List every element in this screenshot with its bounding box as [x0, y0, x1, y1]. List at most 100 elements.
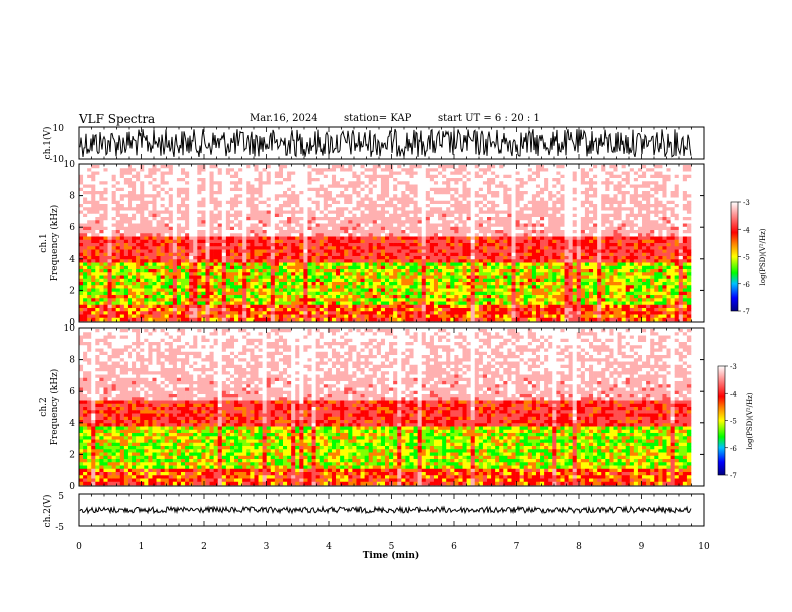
- spectrogram-cell: [115, 187, 121, 192]
- spectrogram-cell: [425, 298, 431, 302]
- spectrogram-cell: [229, 171, 235, 176]
- spectrogram-cell: [246, 304, 251, 309]
- spectrogram-cell: [140, 269, 145, 273]
- spectrogram-cell: [344, 285, 349, 289]
- spectrogram-cell: [107, 304, 112, 309]
- spectrogram-cell: [274, 236, 280, 241]
- spectrogram-cell: [156, 213, 161, 218]
- spectrogram-cell: [189, 168, 194, 172]
- spectrogram-cell: [433, 314, 439, 319]
- spectrogram-cell: [283, 311, 288, 315]
- spectrogram-cell: [160, 226, 165, 231]
- spectrogram-cell: [323, 220, 329, 224]
- spectrogram-cell: [221, 239, 227, 244]
- spectrogram-cell: [380, 285, 386, 289]
- spectrogram-cell: [401, 272, 406, 276]
- spectrogram-cell: [111, 298, 117, 302]
- spectrogram-cell: [450, 220, 455, 224]
- spectrogram-cell: [295, 217, 300, 221]
- spectrogram-cell: [409, 269, 414, 273]
- spectrogram-cell: [438, 236, 443, 241]
- spectrogram-cell: [368, 220, 374, 224]
- spectrogram-cell: [495, 262, 500, 267]
- spectrogram-cell: [482, 311, 488, 315]
- spectrogram-cell: [217, 187, 223, 192]
- spectrogram-cell: [111, 220, 117, 224]
- spectrogram-cell: [111, 236, 117, 241]
- spectrogram-cell: [152, 304, 157, 309]
- spectrogram-cell: [450, 269, 455, 273]
- spectrogram-cell: [209, 256, 214, 260]
- spectrogram-cell: [417, 233, 423, 237]
- spectrogram-cell: [482, 171, 488, 176]
- spectrogram-cell: [450, 194, 455, 198]
- spectrogram-cell: [380, 194, 386, 198]
- spectrogram-cell: [217, 317, 223, 322]
- spectrogram-cell: [172, 165, 178, 169]
- spectrogram-cell: [95, 187, 100, 192]
- spectrogram-cell: [327, 239, 333, 244]
- spectrogram-cell: [352, 252, 357, 257]
- spectrogram-cell: [221, 220, 227, 224]
- spectrogram-cell: [189, 220, 194, 224]
- spectrogram-cell: [156, 236, 161, 241]
- spectrogram-cell: [205, 197, 210, 202]
- spectrogram-cell: [466, 304, 471, 309]
- spectrogram-cell: [401, 233, 406, 237]
- spectrogram-cell: [156, 243, 161, 247]
- spectrogram-cell: [246, 210, 251, 215]
- spectrogram-cell: [181, 236, 186, 241]
- spectrogram-cell: [238, 184, 243, 189]
- spectrogram-cell: [385, 308, 390, 312]
- spectrogram-cell: [258, 298, 263, 302]
- spectrogram-cell: [209, 239, 214, 244]
- spectrogram-cell: [87, 291, 92, 296]
- spectrogram-cell: [168, 243, 174, 247]
- spectrogram-cell: [119, 252, 125, 257]
- spectrogram-cell: [107, 291, 112, 296]
- spectrogram-cell: [319, 298, 325, 302]
- spectrogram-cell: [229, 295, 235, 299]
- spectrogram-cell: [368, 165, 374, 169]
- spectrogram-cell: [303, 181, 308, 185]
- spectrogram-cell: [217, 165, 223, 169]
- spectrogram-cell: [446, 301, 451, 306]
- spectrogram-cell: [205, 217, 210, 221]
- spectrogram-cell: [389, 194, 394, 198]
- spectrogram-cell: [83, 317, 88, 322]
- spectrogram-cell: [433, 178, 439, 182]
- spectrogram-cell: [258, 181, 263, 185]
- spectrogram-cell: [291, 269, 296, 273]
- spectrogram-cell: [152, 233, 157, 237]
- spectrogram-cell: [119, 168, 125, 172]
- spectrogram-cell: [393, 187, 398, 192]
- spectrogram-cell: [152, 246, 157, 250]
- spectrogram-cell: [470, 239, 476, 244]
- spectrogram-cell: [250, 197, 255, 202]
- spectrogram-cell: [209, 194, 214, 198]
- spectrogram-cell: [319, 187, 325, 192]
- spectrogram-cell: [201, 223, 206, 228]
- spectrogram-cell: [397, 278, 402, 283]
- spectrogram-cell: [458, 213, 463, 218]
- spectrogram-cell: [270, 239, 276, 244]
- spectrogram-cell: [446, 165, 451, 169]
- spectrogram-cell: [217, 197, 223, 202]
- spectrogram-cell: [87, 184, 92, 189]
- spectrogram-cell: [123, 317, 129, 322]
- spectrogram-cell: [397, 243, 402, 247]
- spectrogram-cell: [99, 304, 104, 309]
- spectrogram-cell: [213, 204, 219, 208]
- spectrogram-cell: [417, 269, 423, 273]
- spectrogram-cell: [385, 259, 390, 263]
- spectrogram-cell: [433, 256, 439, 260]
- spectrogram-cell: [446, 314, 451, 319]
- spectrogram-cell: [454, 246, 459, 250]
- spectrogram-cell: [311, 210, 316, 215]
- spectrogram-cell: [115, 301, 121, 306]
- spectrogram-cell: [315, 207, 321, 211]
- spectrogram-cell: [429, 243, 435, 247]
- spectrogram-cell: [458, 220, 463, 224]
- spectrogram-cell: [274, 207, 280, 211]
- spectrogram-cell: [405, 262, 410, 267]
